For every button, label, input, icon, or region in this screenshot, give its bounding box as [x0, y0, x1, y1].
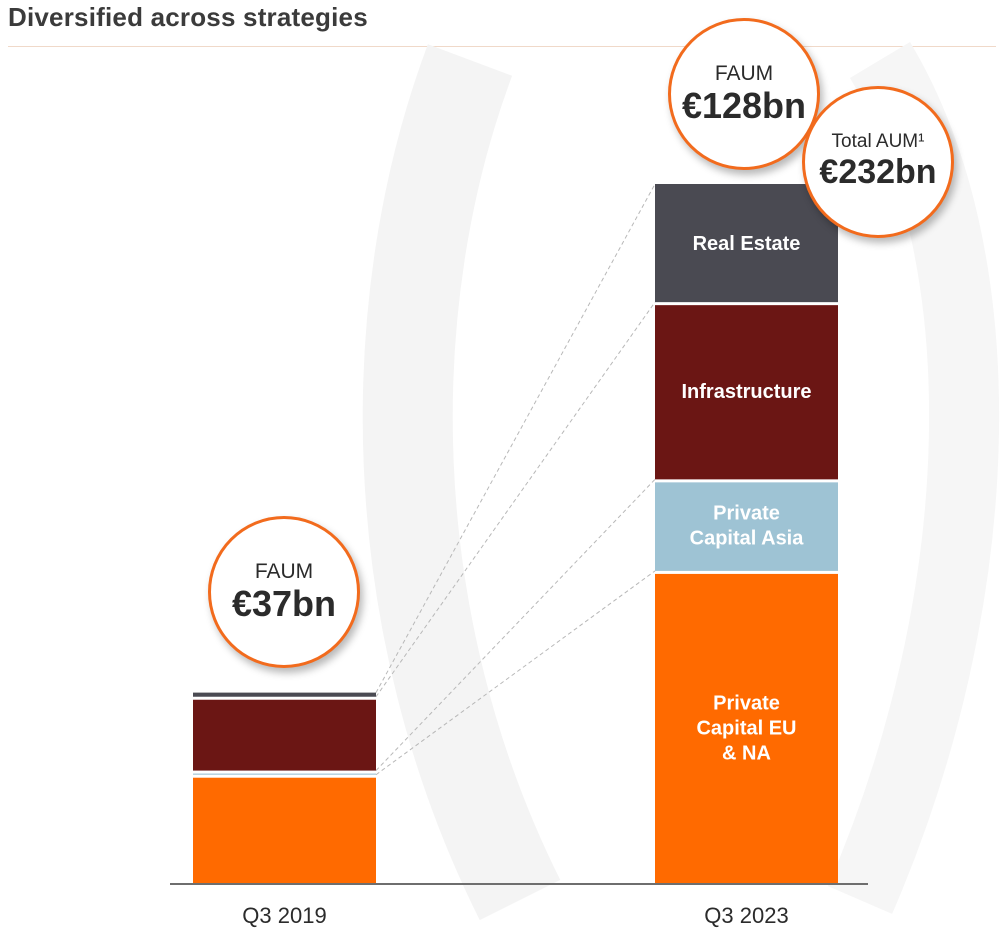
segment-label-real-estate: Real Estate [693, 233, 801, 255]
bar-segment-private-capital-eu-na-q3-2023 [655, 573, 838, 884]
x-tick-label-q3-2023: Q3 2023 [704, 903, 788, 928]
connector-line [375, 183, 656, 693]
segment-label-private-capital-eu-na: Private Capital EU & NA [696, 692, 796, 764]
segment-label-line: Capital Asia [690, 528, 805, 550]
faum-2023-value: €128bn [681, 84, 807, 126]
faum-2023-label: FAUM [714, 61, 774, 85]
faum-2019-value: €37bn [231, 582, 337, 624]
segment-label-line: Private [713, 503, 780, 525]
faum-2023-bubble: FAUM €128bn [668, 18, 820, 170]
bar-segment-private-capital-eu-na-q3-2019 [193, 777, 376, 884]
bar-segment-private-capital-asia-q3-2023 [655, 482, 838, 571]
bar-segment-infrastructure-q3-2023 [655, 305, 838, 480]
connector-lines [375, 183, 656, 776]
total-aum-2023-bubble: Total AUM¹ €232bn [802, 86, 954, 238]
segment-label-line: Capital EU [696, 717, 796, 739]
x-tick-label-q3-2019: Q3 2019 [242, 903, 326, 928]
title-divider [8, 46, 996, 47]
bar-segment-private-capital-asia-q3-2019 [193, 773, 376, 775]
connector-line [375, 301, 656, 698]
bars [193, 184, 838, 884]
decor-arc [362, 44, 561, 921]
connector-line [375, 479, 656, 771]
segment-label-line: & NA [722, 742, 771, 764]
total-aum-2023-value: €232bn [819, 152, 937, 191]
connector-line [375, 570, 656, 776]
segment-label-private-capital-asia: Private Capital Asia [690, 503, 805, 550]
segment-label-line: Infrastructure [681, 381, 811, 403]
segment-label-infrastructure: Infrastructure [681, 381, 811, 403]
bar-segment-real-estate-q3-2023 [655, 184, 838, 303]
segment-label-line: Private [713, 692, 780, 714]
segment-label-line: Real Estate [693, 233, 801, 255]
segment-labels: Private Capital EU & NA Private Capital Asia… [681, 233, 811, 764]
bar-segment-real-estate-q3-2019 [193, 692, 376, 697]
faum-2019-bubble: FAUM €37bn [208, 516, 360, 668]
bar-segment-infrastructure-q3-2019 [193, 699, 376, 771]
chart-title: Diversified across strategies [8, 2, 368, 32]
x-axis-tick-labels: Q3 2019 Q3 2023 [242, 903, 788, 928]
faum-2019-label: FAUM [254, 559, 314, 583]
total-aum-2023-label: Total AUM¹ [831, 131, 925, 152]
